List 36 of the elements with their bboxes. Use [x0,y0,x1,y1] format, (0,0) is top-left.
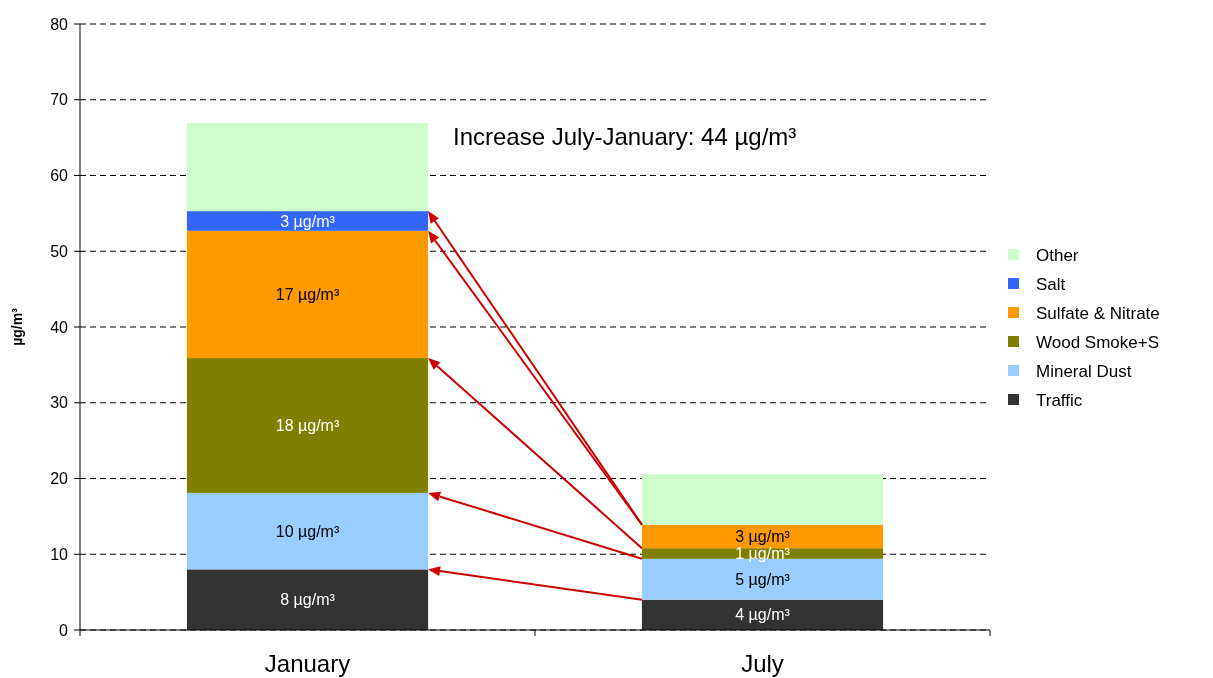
data-label: 3 µg/m³ [280,212,336,230]
y-tick-label: 10 [50,545,69,563]
bar [641,524,884,549]
data-label: 10 µg/m³ [275,522,340,540]
legend-label: Traffic [1036,390,1083,410]
annotation: Increase July-January: 44 µg/m³ [453,123,797,150]
bar [186,492,429,570]
data-label: 8 µg/m³ [280,591,336,609]
bar [186,123,429,212]
y-tick-label: 70 [50,91,69,109]
data-label: 3 µg/m³ [735,528,791,546]
y-axis-title: µg/m³ [9,307,25,346]
data-label: 18 µg/m³ [275,417,340,435]
x-tick-label: July [741,650,784,677]
bar [641,473,884,525]
y-tick-label: 20 [50,470,69,488]
bar [186,569,429,630]
y-tick-label: 50 [50,242,69,260]
data-label: 1 µg/m³ [735,545,791,563]
legend-label: Other [1036,245,1079,265]
y-tick-label: 60 [50,167,69,185]
bar [186,358,429,493]
legend-label: Mineral Dust [1036,361,1132,381]
y-tick-label: 80 [50,15,69,33]
legend-label: Sulfate & Nitrate [1036,303,1160,323]
bar [186,230,429,359]
y-tick-label: 40 [50,318,69,336]
y-tick-label: 30 [50,394,69,412]
legend-label: Salt [1036,274,1066,294]
data-label: 4 µg/m³ [735,606,791,624]
legend-label: Wood Smoke+S [1036,332,1160,352]
y-tick-label: 0 [59,621,69,639]
x-tick-label: January [264,650,351,677]
bar [641,599,884,630]
data-label: 5 µg/m³ [735,570,791,588]
data-label: 17 µg/m³ [275,286,340,304]
